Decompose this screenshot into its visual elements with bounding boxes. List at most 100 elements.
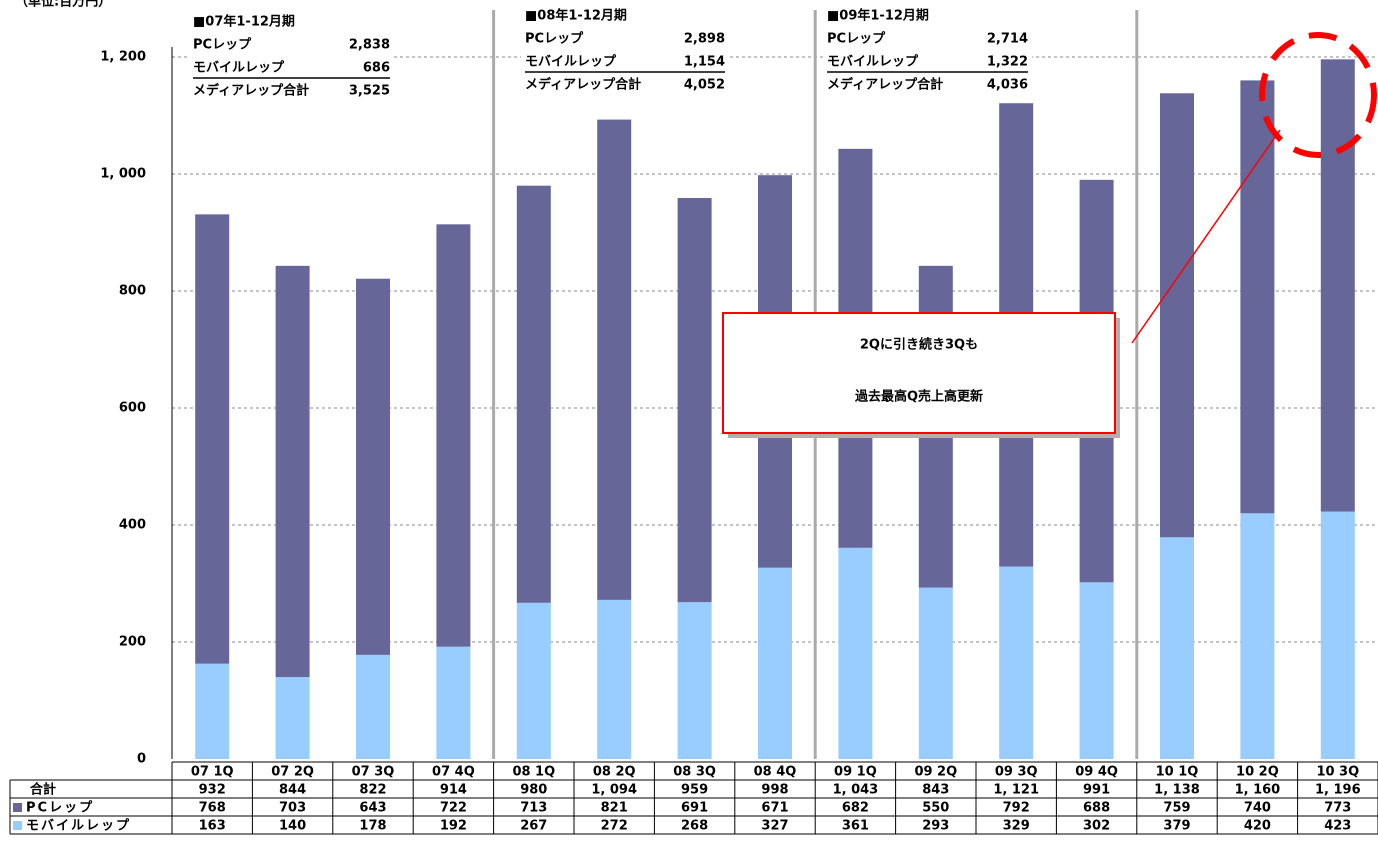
period-title: ■09年1-12月期	[827, 8, 929, 24]
table-cell: 768	[199, 801, 226, 816]
bar-segment	[516, 185, 551, 603]
y-tick-label: 1, 000	[100, 167, 146, 182]
period-row-value: 3,525	[349, 84, 390, 99]
x-tick-label: 09 3Q	[995, 765, 1038, 780]
period-title: ■07年1-12月期	[193, 14, 295, 30]
bar-segment	[356, 278, 390, 655]
y-tick-label: 400	[119, 518, 146, 533]
period-row-label: モバイルレップ	[193, 61, 285, 76]
bar-segment	[597, 119, 632, 600]
period-row-label: PCレップ	[193, 38, 252, 53]
bar-segment	[838, 547, 873, 759]
x-tick-label: 09 4Q	[1075, 765, 1118, 780]
table-cell: 932	[199, 783, 226, 798]
bar-segment	[516, 602, 551, 759]
x-tick-label: 09 1Q	[834, 765, 877, 780]
table-cell: 959	[681, 783, 708, 798]
period-row-label: メディアレップ合計	[525, 77, 641, 93]
table-cell: 703	[279, 801, 306, 816]
table-cell: 272	[601, 819, 628, 834]
bar-segment	[1240, 80, 1275, 514]
bar-segment	[195, 214, 230, 664]
bar-segment	[1240, 513, 1275, 759]
bar-segment	[1160, 93, 1194, 538]
legend-swatch	[13, 803, 22, 812]
table-cell: 420	[1244, 819, 1271, 834]
highlight-circle	[1259, 32, 1377, 158]
period-row-label: メディアレップ合計	[827, 77, 943, 93]
table-cell: 140	[279, 819, 306, 834]
x-tick-label: 07 3Q	[352, 765, 395, 780]
table-cell: 550	[922, 801, 949, 816]
bar-segment	[1079, 582, 1114, 759]
x-tick-label: 07 2Q	[271, 765, 314, 780]
x-tick-label: 10 3Q	[1316, 765, 1359, 780]
period-row-value: 2,714	[987, 32, 1028, 47]
y-tick-label: 0	[137, 752, 146, 767]
x-tick-label: 08 2Q	[593, 765, 636, 780]
x-tick-label: 08 1Q	[512, 765, 555, 780]
table-cell: 740	[1244, 801, 1271, 816]
table-cell: 682	[842, 801, 869, 816]
period-title: ■08年1-12月期	[525, 8, 627, 24]
period-row-value: 4,036	[987, 78, 1028, 93]
x-tick-label: 10 1Q	[1156, 765, 1199, 780]
callout-text: 2Qに引き続き3Qも	[860, 337, 978, 353]
bar-segment	[999, 566, 1034, 759]
x-tick-label: 08 3Q	[673, 765, 716, 780]
table-cell: 822	[359, 783, 386, 798]
bar-segment	[918, 587, 953, 759]
table-cell: 361	[842, 819, 869, 834]
period-box-bg	[189, 10, 394, 104]
period-box-bg	[823, 4, 1032, 98]
bar-segment	[677, 602, 712, 759]
table-cell: 293	[922, 819, 949, 834]
table-cell: 1, 094	[591, 783, 637, 798]
table-cell: 671	[761, 801, 788, 816]
table-cell: 843	[922, 783, 949, 798]
table-cell: 1, 196	[1315, 783, 1361, 798]
bar-segment	[436, 646, 471, 759]
period-row-value: 4,052	[684, 78, 725, 93]
table-cell: 1, 160	[1235, 783, 1281, 798]
callout-text: 過去最高Q売上高更新	[854, 389, 983, 405]
x-tick-label: 07 4Q	[432, 765, 475, 780]
table-cell: 688	[1083, 801, 1110, 816]
bar-segment	[275, 265, 310, 678]
period-box-bg	[521, 4, 729, 98]
bar-segment	[1320, 511, 1355, 759]
callout-box	[722, 312, 1116, 434]
x-tick-label: 07 1Q	[191, 765, 234, 780]
bar-segment	[597, 599, 632, 759]
table-row-label: 合計	[30, 782, 56, 798]
bar-segment	[275, 677, 310, 759]
table-cell: 163	[199, 819, 226, 834]
table-cell: 302	[1083, 819, 1110, 834]
period-row-value: 1,322	[987, 55, 1028, 70]
table-cell: 991	[1083, 783, 1110, 798]
unit-label: （単位:百万円）	[15, 0, 111, 10]
table-cell: 1, 043	[833, 783, 879, 798]
table-cell: 327	[761, 819, 788, 834]
bar-segment	[1320, 59, 1355, 512]
bar-segment	[195, 663, 230, 759]
x-tick-label: 09 2Q	[914, 765, 957, 780]
table-cell: 423	[1324, 819, 1351, 834]
period-row-label: PCレップ	[525, 32, 584, 47]
table-cell: 192	[440, 819, 467, 834]
table-cell: 379	[1163, 819, 1190, 834]
table-cell: 773	[1324, 801, 1351, 816]
table-cell: 980	[520, 783, 547, 798]
period-row-label: モバイルレップ	[827, 55, 919, 70]
period-row-label: PCレップ	[827, 32, 886, 47]
bar-segment	[758, 567, 792, 759]
period-row-value: 2,898	[684, 32, 725, 47]
table-cell: 759	[1163, 801, 1190, 816]
table-cell: 1, 138	[1154, 783, 1200, 798]
period-row-label: メディアレップ合計	[193, 83, 309, 99]
table-cell: 267	[520, 819, 547, 834]
bar-segment	[356, 654, 390, 759]
legend-swatch	[13, 821, 22, 830]
period-row-label: モバイルレップ	[525, 55, 617, 70]
